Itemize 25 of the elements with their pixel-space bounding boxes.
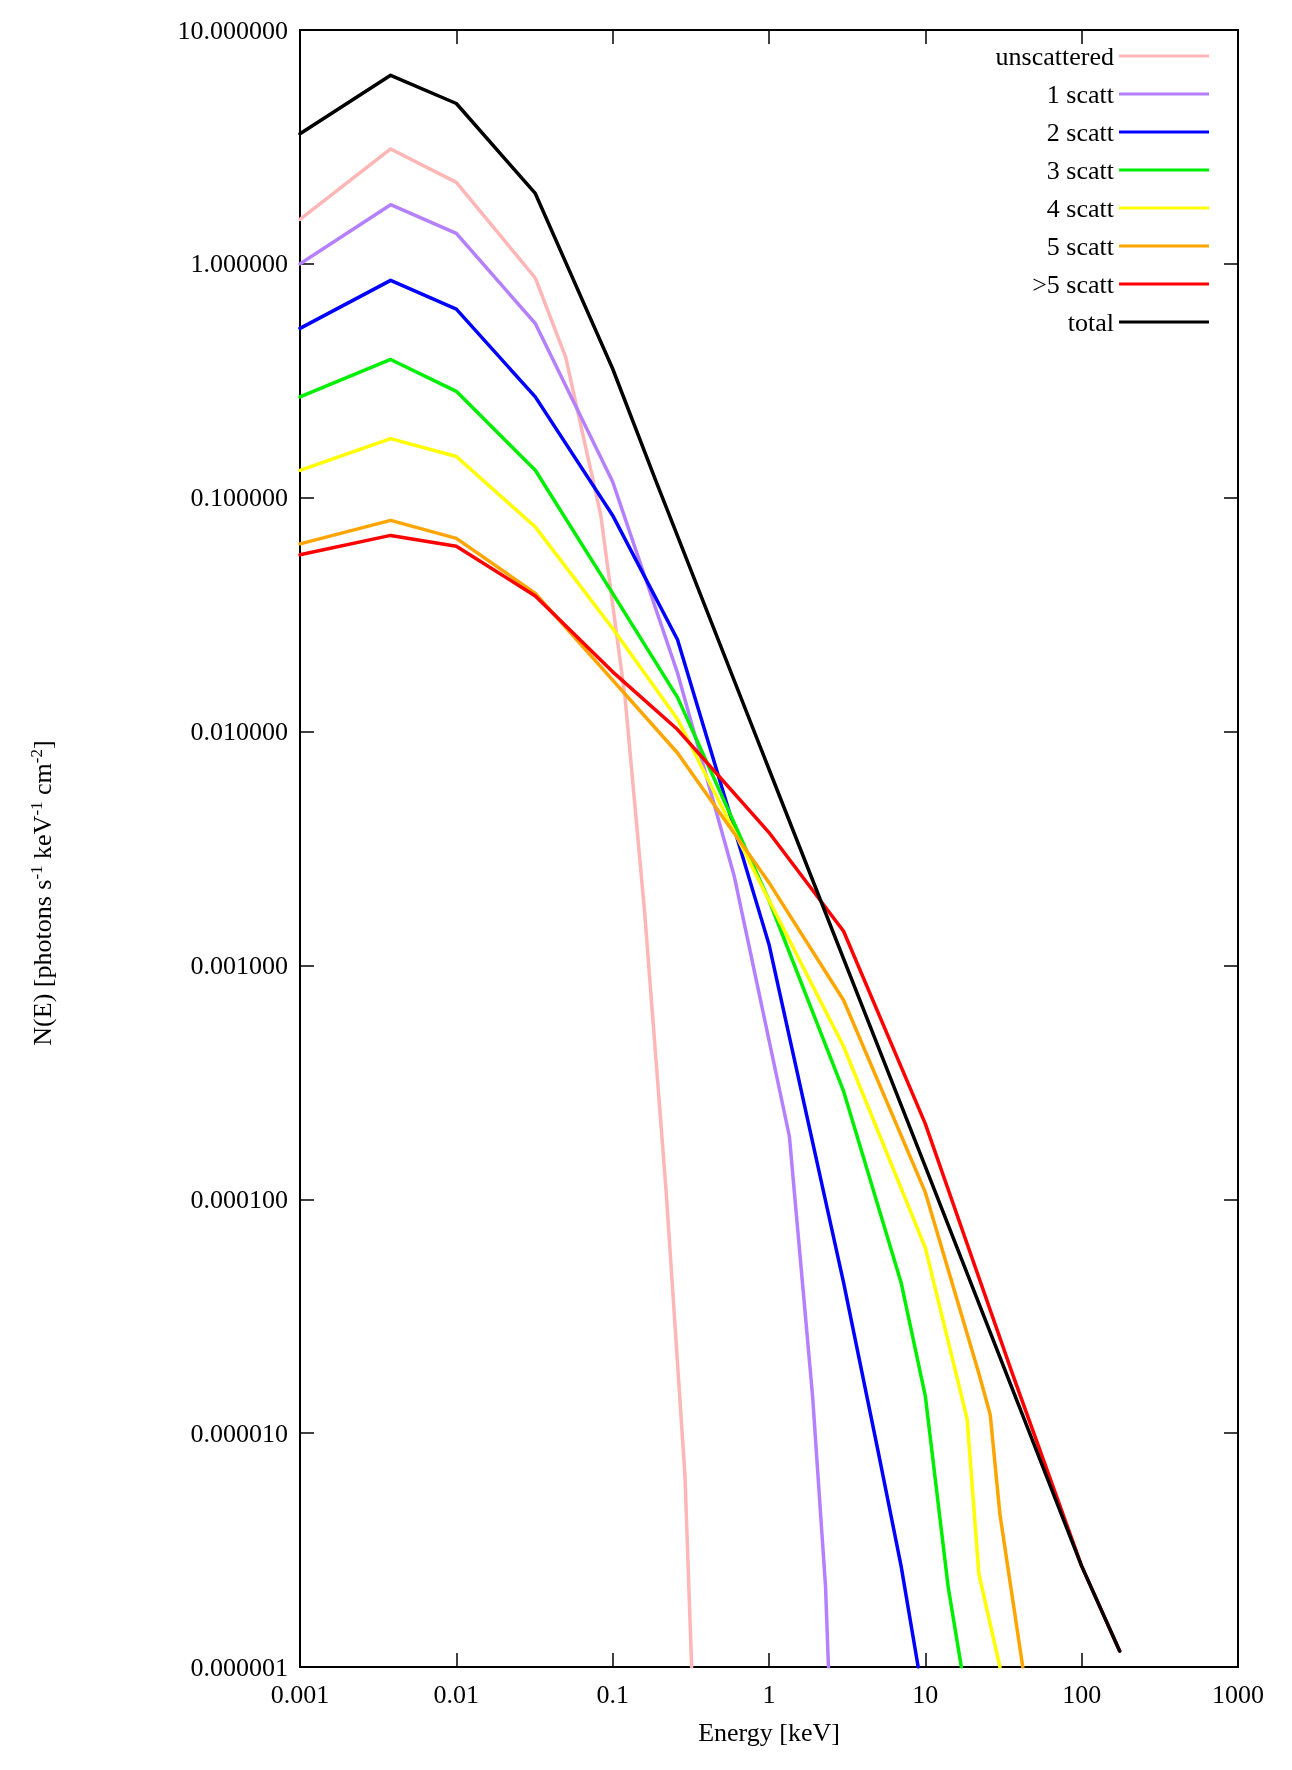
legend-label: 2 scatt [1046, 117, 1115, 147]
y-tick-label: 1.000000 [190, 249, 288, 279]
y-axis-title: N(E) [photons s-1 keV-1 cm-2] [27, 740, 57, 1046]
y-tick-label: 0.010000 [190, 717, 288, 747]
y-tick-label: 0.000010 [190, 1418, 288, 1448]
y-tick-label: 0.100000 [190, 483, 288, 513]
legend-label: unscattered [995, 41, 1114, 71]
y-tick-label: 10.000000 [177, 15, 288, 45]
y-tick-label: 0.001000 [190, 950, 288, 980]
x-tick-label: 0.1 [596, 1679, 629, 1709]
x-tick-label: 1 [762, 1679, 776, 1709]
x-tick-label: 1000 [1212, 1679, 1264, 1709]
x-axis-title: Energy [keV] [698, 1717, 840, 1747]
legend-label: 1 scatt [1046, 79, 1115, 109]
legend-label: 4 scatt [1046, 193, 1115, 223]
legend-label: >5 scatt [1032, 269, 1115, 299]
legend-label: total [1067, 307, 1114, 337]
y-tick-label: 0.000100 [190, 1184, 288, 1214]
x-tick-label: 10 [912, 1679, 939, 1709]
x-tick-label: 100 [1062, 1679, 1102, 1709]
x-tick-label: 0.001 [270, 1679, 330, 1709]
x-tick-label: 0.01 [433, 1679, 480, 1709]
y-tick-label: 0.000001 [190, 1652, 288, 1682]
legend-label: 3 scatt [1046, 155, 1115, 185]
legend-label: 5 scatt [1046, 231, 1115, 261]
